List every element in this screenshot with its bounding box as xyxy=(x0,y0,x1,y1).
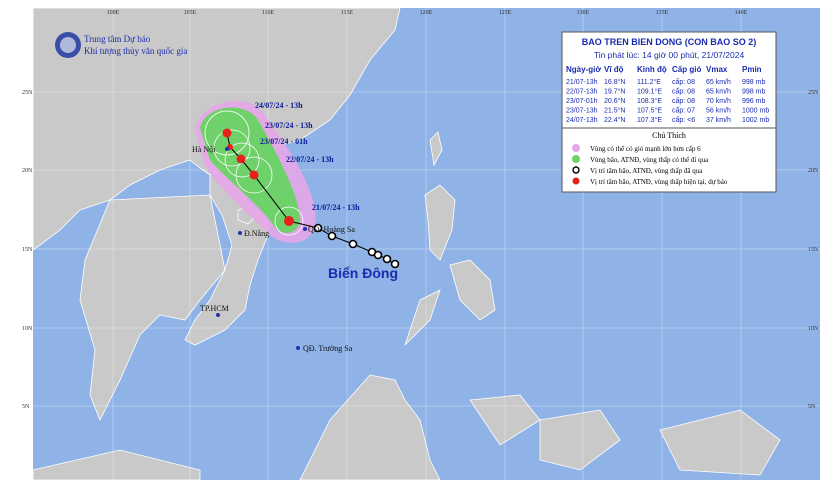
lon-label: 105E xyxy=(184,10,197,16)
logo xyxy=(55,32,81,58)
table-cell: 19.7°N xyxy=(604,88,625,96)
table-cell: 108.3°E xyxy=(637,97,662,105)
table-cell: cấp: 08 xyxy=(672,96,695,105)
table-cell: 23/07-13h xyxy=(566,108,598,115)
legend-symbol xyxy=(572,177,580,185)
forecast-label: 23/07/24 - 13h xyxy=(265,121,313,130)
forecast-label: 24/07/24 - 13h xyxy=(255,101,303,110)
lon-label: 125E xyxy=(499,10,512,16)
legend-item: Vùng bão, ATNĐ, vùng thấp có thể đi qua xyxy=(590,156,709,164)
legend-item: Vị trí tâm bão, ATNĐ, vùng thấp hiện tại… xyxy=(590,178,728,186)
table-cell: 996 mb xyxy=(742,98,765,105)
table-cell: 24/07-13h xyxy=(566,117,598,124)
table-cell: 16.8°N xyxy=(604,78,625,86)
place-label: QĐ. Hoàng Sa xyxy=(308,225,355,234)
forecast-label: 22/07/24 - 13h xyxy=(286,155,334,164)
table-header: Cấp gió xyxy=(672,65,701,74)
org-name: Trung tâm Dự báo xyxy=(84,34,151,44)
table-cell: 22.4°N xyxy=(604,116,625,124)
lat-label: 20N xyxy=(808,168,819,174)
lon-label: 110E xyxy=(262,10,275,16)
table-cell: cấp: <6 xyxy=(672,115,695,124)
forecast-positions xyxy=(222,128,294,226)
table-cell: 107.3°E xyxy=(637,116,662,124)
lon-label: 135E xyxy=(656,10,669,16)
place-label: Đ.Nẵng xyxy=(244,229,269,238)
lat-label: 5N xyxy=(22,404,30,410)
lat-label: 5N xyxy=(808,404,816,410)
place-label: TP.HCM xyxy=(200,304,229,313)
table-header: Kinh độ xyxy=(637,65,667,74)
lat-label: 25N xyxy=(22,90,33,96)
table-cell: 37 km/h xyxy=(706,117,731,124)
legend-item: Vị trí tâm bão, ATNĐ, vùng thấp đã qua xyxy=(590,167,703,175)
place-dots xyxy=(216,147,307,350)
forecast-label: 23/07/24 - 01h xyxy=(260,137,308,146)
table-cell: 107.5°E xyxy=(637,107,662,115)
table-cell: 20.6°N xyxy=(604,97,625,105)
lat-label: 20N xyxy=(22,168,33,174)
table-cell: cấp: 08 xyxy=(672,87,695,96)
legend-symbol xyxy=(572,155,580,163)
lat-label: 10N xyxy=(22,326,33,332)
lon-label: 120E xyxy=(420,10,433,16)
bulletin-issued: Tin phát lúc: 14 giờ 00 phút, 21/07/2024 xyxy=(594,50,745,60)
place-label: QĐ. Trường Sa xyxy=(303,344,353,353)
bulletin-title: BAO TREN BIEN DONG (CON BAO SO 2) xyxy=(582,37,757,47)
table-cell: 22/07-13h xyxy=(566,89,598,96)
table-cell: 65 km/h xyxy=(706,89,731,96)
table-cell: cấp: 08 xyxy=(672,77,695,86)
sea-label: Biển Đông xyxy=(328,265,398,281)
table-cell: 998 mb xyxy=(742,89,765,96)
lon-label: 100E xyxy=(107,10,120,16)
table-cell: 56 km/h xyxy=(706,108,731,115)
lat-label: 15N xyxy=(22,247,33,253)
org-name: Khí tượng thủy văn quốc gia xyxy=(84,46,187,56)
lon-label: 130E xyxy=(577,10,590,16)
table-header: Ngày-giờ xyxy=(566,65,601,74)
table-header: Vĩ độ xyxy=(604,65,624,74)
legend-symbol xyxy=(572,144,580,152)
table-cell: 65 km/h xyxy=(706,79,731,86)
table-cell: 998 mb xyxy=(742,79,765,86)
table-cell: 70 km/h xyxy=(706,98,731,105)
place-label: Hà Nội xyxy=(192,145,216,154)
lat-label: 15N xyxy=(808,247,819,253)
lon-label: 140E xyxy=(735,10,748,16)
table-cell: 111.2°E xyxy=(637,78,661,86)
table-cell: 109.1°E xyxy=(637,88,662,96)
radius-circles xyxy=(204,110,304,236)
bulletin-box xyxy=(561,31,777,129)
table-header: Vmax xyxy=(706,65,728,74)
lat-label: 10N xyxy=(808,326,819,332)
lon-label: 115E xyxy=(341,10,354,16)
table-cell: 21/07-13h xyxy=(566,79,598,86)
forecast-label: 21/07/24 - 13h xyxy=(312,203,360,212)
table-cell: 1002 mb xyxy=(742,117,769,124)
past-positions xyxy=(313,223,400,269)
table-cell: 23/07-01h xyxy=(566,98,598,105)
legend-symbol xyxy=(572,166,580,174)
table-header: Pmin xyxy=(742,65,762,74)
table-cell: cấp: 07 xyxy=(672,106,695,115)
legend-item: Vùng có thể có gió mạnh lớn hơn cấp 6 xyxy=(590,145,701,153)
lat-label: 25N xyxy=(808,90,819,96)
table-cell: 1000 mb xyxy=(742,108,769,115)
legend-title: Chú Thích xyxy=(652,131,686,140)
table-cell: 21.5°N xyxy=(604,107,625,115)
legend-box xyxy=(561,127,777,193)
